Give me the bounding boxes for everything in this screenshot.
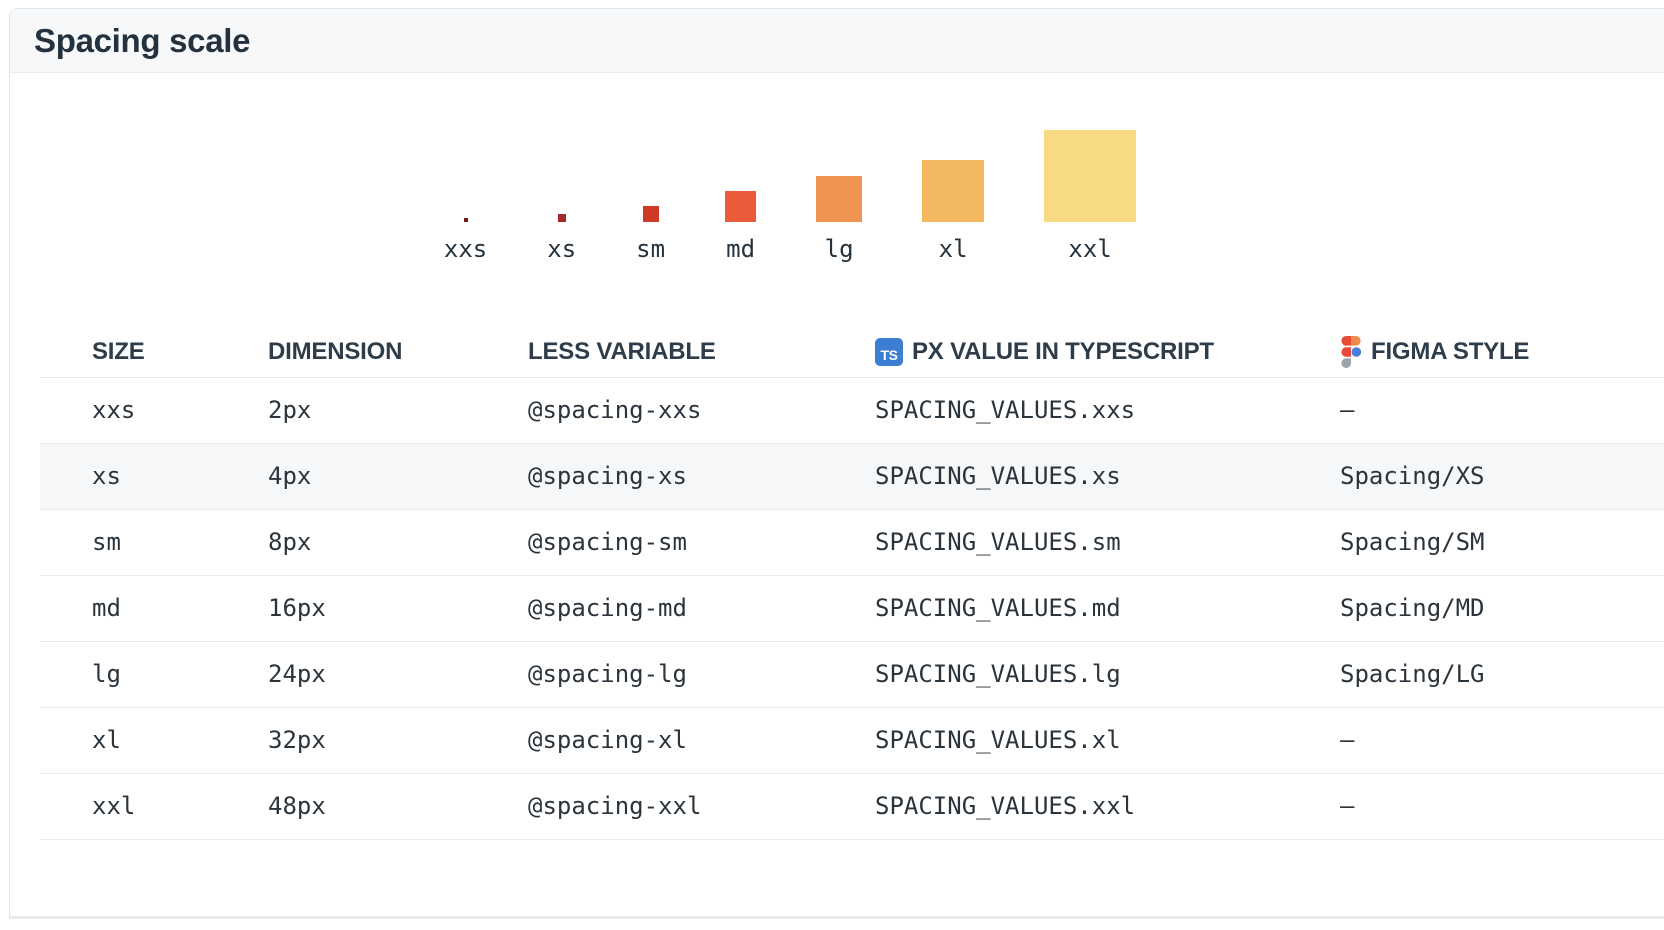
less-variable-cell: @spacing-sm — [528, 528, 687, 557]
scale-square — [725, 191, 757, 222]
less-variable-cell: @spacing-xxs — [528, 396, 702, 425]
figma-style-cell: Spacing/MD — [1340, 594, 1485, 623]
scale-label: xxs — [443, 235, 488, 263]
scale-label: sm — [636, 235, 666, 263]
table-row: sm 8px @spacing-sm SPACING_VALUES.sm Spa… — [40, 509, 1664, 576]
typescript-value-cell: SPACING_VALUES.xl — [875, 726, 1121, 755]
figma-style-cell: Spacing/LG — [1340, 660, 1485, 689]
swatch-cell — [40, 533, 92, 551]
swatch-cell — [40, 731, 92, 749]
scale-square — [557, 214, 566, 222]
less-variable-cell: @spacing-md — [528, 594, 687, 623]
size-cell: lg — [92, 660, 121, 689]
scale-item: xxl — [1044, 130, 1137, 264]
card-body: xxs xs sm md lg xl xxl SIZE DIMENSION LE… — [10, 73, 1664, 840]
dimension-cell: 2px — [268, 396, 312, 425]
scale-square — [922, 160, 985, 222]
figma-style-cell: – — [1340, 792, 1355, 821]
less-variable-cell: @spacing-xxl — [528, 792, 702, 821]
scale-item: md — [725, 191, 757, 264]
swatch-cell — [40, 797, 92, 815]
scale-item: xl — [922, 160, 985, 264]
figma-style-cell: – — [1340, 396, 1355, 425]
figma-icon — [1341, 336, 1362, 369]
typescript-value-cell: SPACING_VALUES.xs — [875, 462, 1121, 491]
table-row: xxl 48px @spacing-xxl SPACING_VALUES.xxl… — [40, 773, 1664, 840]
table-row: xs 4px @spacing-xs SPACING_VALUES.xs Spa… — [40, 443, 1664, 510]
typescript-value-cell: SPACING_VALUES.lg — [875, 660, 1121, 689]
typescript-value-cell: SPACING_VALUES.xxl — [875, 792, 1136, 821]
table-row: md 16px @spacing-md SPACING_VALUES.md Sp… — [40, 575, 1664, 642]
scale-label: xl — [938, 235, 968, 263]
scale-label: lg — [824, 235, 854, 263]
scale-label: xxl — [1068, 235, 1112, 263]
table-header-row: SIZE DIMENSION LESS VARIABLE TS PX VALUE… — [40, 328, 1664, 378]
size-cell: md — [92, 594, 121, 623]
table-row: xxs 2px @spacing-xxs SPACING_VALUES.xxs … — [40, 377, 1664, 444]
size-cell: xl — [92, 726, 121, 755]
column-header-size: SIZE — [92, 338, 145, 366]
spacing-scale-visualization: xxs xs sm md lg xl xxl — [10, 73, 1570, 264]
scale-item: sm — [636, 206, 665, 264]
table-row: lg 24px @spacing-lg SPACING_VALUES.lg Sp… — [40, 641, 1664, 708]
typescript-value-cell: SPACING_VALUES.xxs — [875, 396, 1136, 425]
swatch-cell — [40, 665, 92, 683]
dimension-cell: 8px — [268, 528, 312, 557]
page-title: Spacing scale — [34, 21, 251, 59]
typescript-value-cell: SPACING_VALUES.md — [875, 594, 1121, 623]
column-header-typescript-label: PX VALUE IN TYPESCRIPT — [912, 338, 1214, 366]
less-variable-cell: @spacing-xl — [528, 726, 687, 755]
size-cell: sm — [92, 528, 121, 557]
figma-style-cell: Spacing/XS — [1340, 462, 1485, 491]
less-variable-cell: @spacing-lg — [528, 660, 687, 689]
scale-item: xs — [547, 214, 576, 264]
size-cell: xxs — [92, 396, 136, 425]
table-row: xl 32px @spacing-xl SPACING_VALUES.xl – — [40, 707, 1664, 774]
spacing-scale-card: Spacing scale xxs xs sm md lg xl xxl SIZ… — [9, 8, 1664, 919]
dimension-cell: 32px — [268, 726, 326, 755]
dimension-cell: 24px — [268, 660, 326, 689]
column-header-dimension: DIMENSION — [268, 338, 403, 366]
column-header-typescript: TS PX VALUE IN TYPESCRIPT — [875, 338, 1340, 367]
column-header-less-variable: LESS VARIABLE — [528, 338, 716, 366]
scale-item: xxs — [444, 218, 487, 264]
scale-square — [642, 206, 659, 222]
figma-style-cell: – — [1340, 726, 1355, 755]
dimension-cell: 48px — [268, 792, 326, 821]
column-header-figma: FIGMA STYLE — [1340, 336, 1664, 369]
typescript-icon: TS — [875, 338, 903, 367]
dimension-cell: 4px — [268, 462, 312, 491]
figma-style-cell: Spacing/SM — [1340, 528, 1485, 557]
dimension-cell: 16px — [268, 594, 326, 623]
swatch-cell — [40, 467, 92, 485]
spacing-table-body: xxs 2px @spacing-xxs SPACING_VALUES.xxs … — [40, 377, 1664, 840]
scale-item: lg — [816, 176, 863, 264]
size-cell: xs — [92, 462, 121, 491]
size-cell: xxl — [92, 792, 136, 821]
spacing-table: SIZE DIMENSION LESS VARIABLE TS PX VALUE… — [40, 328, 1664, 840]
scale-square — [463, 218, 468, 222]
column-header-figma-label: FIGMA STYLE — [1371, 338, 1530, 366]
swatch-cell — [40, 401, 92, 419]
less-variable-cell: @spacing-xs — [528, 462, 687, 491]
typescript-value-cell: SPACING_VALUES.sm — [875, 528, 1121, 557]
scale-label: md — [726, 235, 756, 263]
card-header: Spacing scale — [10, 9, 1664, 73]
scale-square — [816, 176, 863, 222]
scale-label: xs — [547, 235, 577, 263]
scale-square — [1044, 130, 1137, 222]
swatch-cell — [40, 599, 92, 617]
